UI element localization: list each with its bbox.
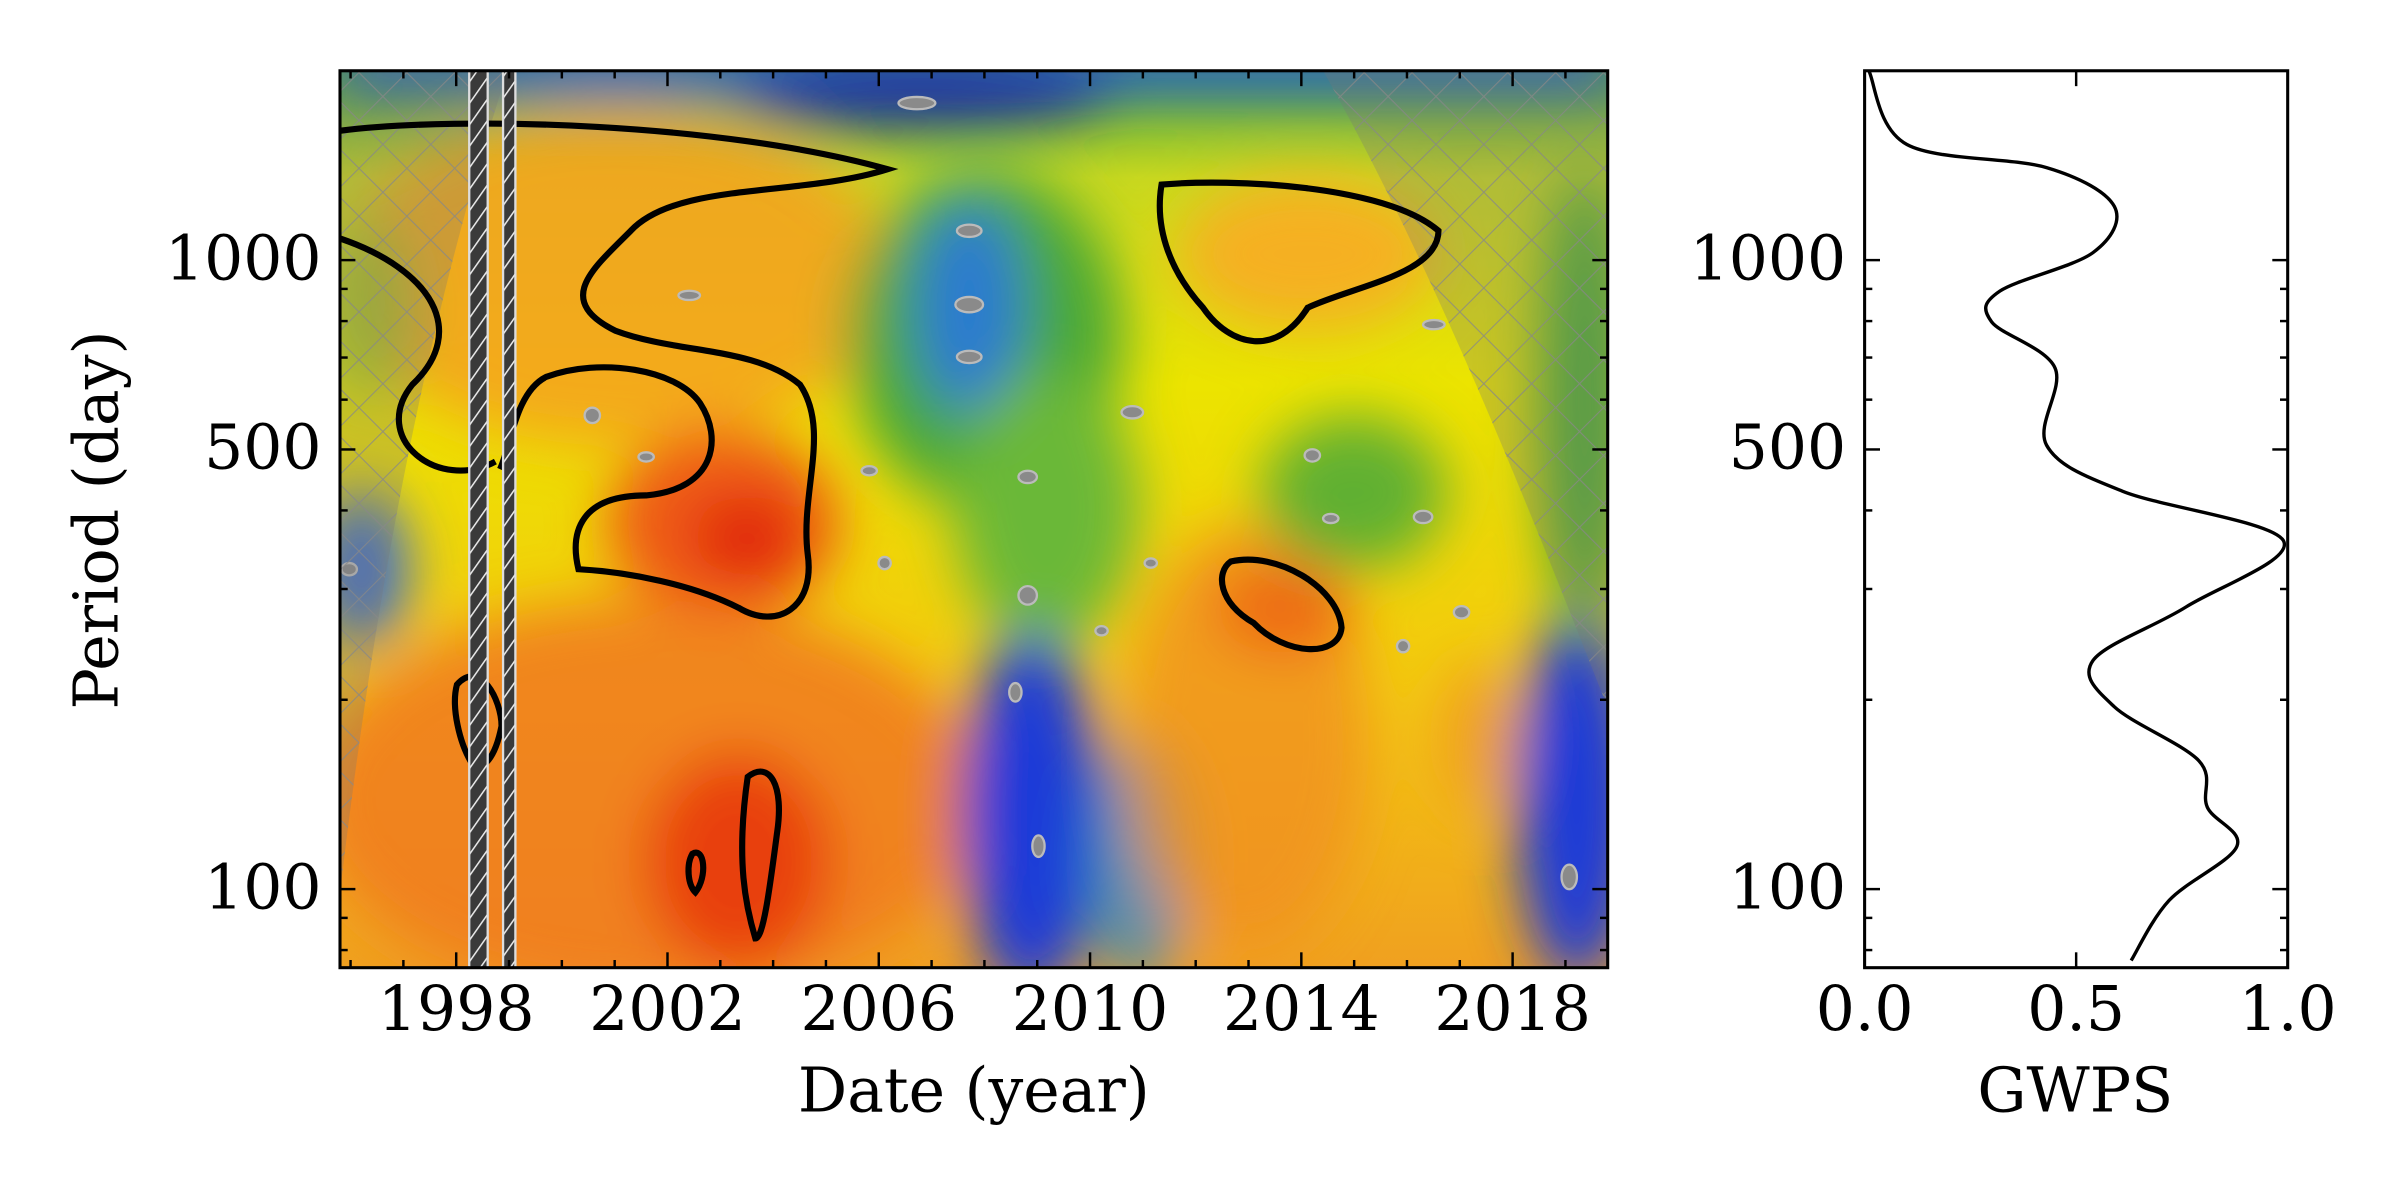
y-tick-label: 100 bbox=[204, 851, 321, 923]
y-tick-label: 500 bbox=[1729, 412, 1846, 484]
x-tick-label: 2006 bbox=[800, 973, 957, 1045]
y-tick-label: 100 bbox=[1729, 851, 1846, 923]
x-tick-label: 1998 bbox=[378, 973, 535, 1045]
y-tick-label: 500 bbox=[204, 412, 321, 484]
y-tick-label: 1000 bbox=[165, 222, 322, 294]
gap-band bbox=[501, 70, 517, 968]
wavelet-map bbox=[340, 70, 1608, 968]
significance-contours bbox=[340, 120, 1442, 942]
x-axis-label: GWPS bbox=[1977, 1054, 2173, 1126]
axes-frame bbox=[1863, 69, 2290, 970]
x-tick-label: 0.0 bbox=[1816, 973, 1914, 1045]
x-tick-label: 2014 bbox=[1223, 973, 1380, 1045]
gap-band bbox=[468, 70, 489, 968]
power-blobs bbox=[340, 70, 1608, 968]
x-tick-label: 2010 bbox=[1012, 973, 1169, 1045]
axes-content: 1998 2002 2006 2010 2014 2018 100 500 1000 0.0 0.5… bbox=[165, 69, 2337, 1045]
coi-hatch-right bbox=[1323, 70, 1608, 708]
y-tick-label: 1000 bbox=[1690, 222, 1847, 294]
plot-area bbox=[1867, 70, 2287, 962]
x-tick-label: 1.0 bbox=[2239, 973, 2337, 1045]
x-axis-label: Date (year) bbox=[798, 1054, 1150, 1126]
x-tick-label: 2002 bbox=[589, 973, 746, 1045]
y-axis-label: Period (day) bbox=[61, 331, 133, 710]
axes-frame bbox=[338, 69, 1610, 970]
minor-spots bbox=[340, 95, 1579, 891]
x-tick-label: 2018 bbox=[1434, 973, 1591, 1045]
gwps-line bbox=[1867, 70, 2287, 962]
x-tick-label: 0.5 bbox=[2027, 973, 2125, 1045]
coi-hatch-left bbox=[340, 70, 508, 893]
